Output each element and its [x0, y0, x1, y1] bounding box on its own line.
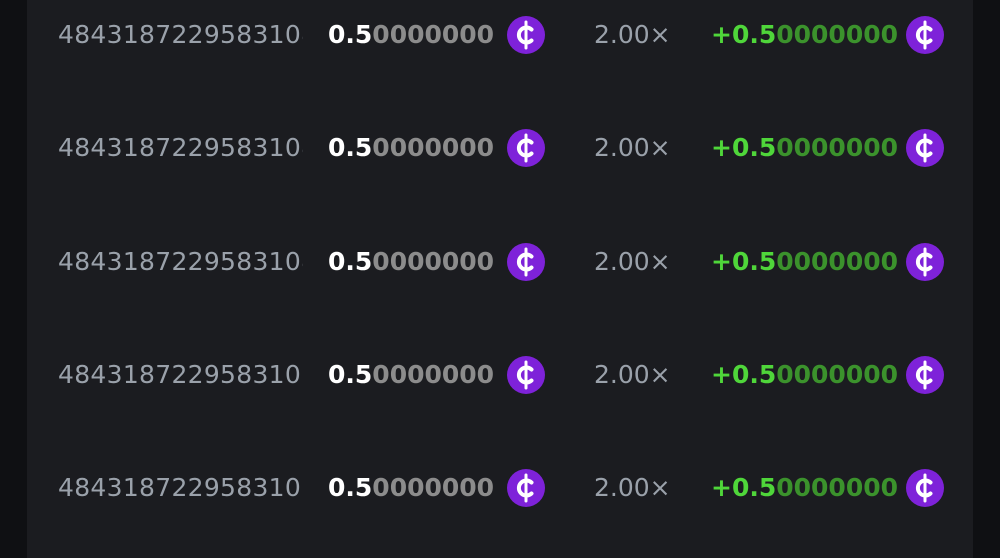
payout-decimals: 0000000 [776, 133, 898, 162]
bet-id: 4843187229583108 [58, 20, 303, 49]
payout-decimals: 0000000 [776, 20, 898, 49]
bet-amount: 0.50000000 [328, 345, 494, 405]
amount-decimals: 0000000 [372, 133, 495, 162]
coin-icon [906, 16, 944, 54]
payout-decimals: 0000000 [776, 473, 898, 502]
bet-id: 4843187229583107 [58, 473, 303, 502]
payout-main: +0.5 [711, 360, 777, 389]
multiplier: 2.00× [594, 473, 671, 502]
bet-row: 4843187229583108 0.50000000 2.00× +0.500000… [27, 118, 973, 178]
amount-decimals: 0000000 [372, 473, 495, 502]
payout-decimals: 0000000 [776, 247, 898, 276]
amount-decimals: 0000000 [372, 247, 495, 276]
payout-main: +0.5 [711, 247, 777, 276]
amount-decimals: 0000000 [372, 360, 495, 389]
amount-main: 0.5 [328, 133, 373, 162]
coin-icon [507, 356, 545, 394]
amount-main: 0.5 [328, 20, 373, 49]
bet-id: 4843187229583108 [58, 133, 303, 162]
payout-main: +0.5 [711, 133, 777, 162]
coin-icon [906, 469, 944, 507]
bet-amount: 0.50000000 [328, 118, 494, 178]
coin-icon [906, 129, 944, 167]
payout: +0.50000000 [711, 118, 898, 178]
bet-row: 4843187229583107 0.50000000 2.00× +0.500000… [27, 345, 973, 405]
bet-id: 4843187229583107 [58, 360, 303, 389]
amount-decimals: 0000000 [372, 20, 495, 49]
coin-icon [906, 356, 944, 394]
bet-amount: 0.50000000 [328, 5, 494, 65]
multiplier: 2.00× [594, 360, 671, 389]
coin-icon [507, 469, 545, 507]
payout: +0.50000000 [711, 345, 898, 405]
amount-main: 0.5 [328, 473, 373, 502]
coin-icon [507, 243, 545, 281]
bet-row: 4843187229583107 0.50000000 2.00× +0.500000… [27, 458, 973, 518]
coin-icon [906, 243, 944, 281]
coin-icon [507, 16, 545, 54]
payout-main: +0.5 [711, 20, 777, 49]
bet-amount: 0.50000000 [328, 458, 494, 518]
coin-icon [507, 129, 545, 167]
payout: +0.50000000 [711, 458, 898, 518]
payout-decimals: 0000000 [776, 360, 898, 389]
bet-amount: 0.50000000 [328, 232, 494, 292]
amount-main: 0.5 [328, 360, 373, 389]
multiplier: 2.00× [594, 20, 671, 49]
payout-main: +0.5 [711, 473, 777, 502]
multiplier: 2.00× [594, 247, 671, 276]
payout: +0.50000000 [711, 232, 898, 292]
bets-panel: 4843187229583108 0.50000000 2.00× +0.500000… [27, 0, 973, 558]
bet-row: 4843187229583108 0.50000000 2.00× +0.500000… [27, 232, 973, 292]
amount-main: 0.5 [328, 247, 373, 276]
multiplier: 2.00× [594, 133, 671, 162]
bet-id: 4843187229583108 [58, 247, 303, 276]
payout: +0.50000000 [711, 5, 898, 65]
bet-row: 4843187229583108 0.50000000 2.00× +0.500000… [27, 5, 973, 65]
